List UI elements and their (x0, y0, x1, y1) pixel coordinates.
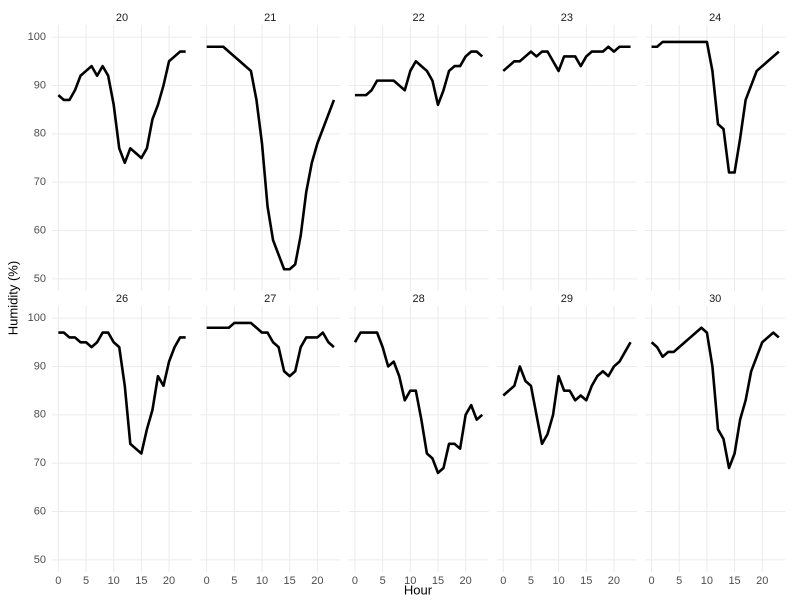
x-tick-label: 5 (83, 575, 89, 587)
x-tick-label: 10 (552, 575, 564, 587)
x-tick-label: 20 (756, 575, 768, 587)
facet-label: 24 (709, 12, 721, 24)
x-tick-label: 20 (163, 575, 175, 587)
facet-label: 29 (561, 293, 573, 305)
x-tick-label: 5 (231, 575, 237, 587)
x-tick-label: 15 (135, 575, 147, 587)
x-tick-label: 5 (528, 575, 534, 587)
line (353, 331, 484, 475)
y-tick-label: 90 (34, 360, 46, 372)
facet-label: 20 (116, 12, 128, 24)
x-tick-label: 20 (608, 575, 620, 587)
line (354, 50, 484, 107)
x-tick-label: 15 (284, 575, 296, 587)
line (206, 321, 335, 378)
y-axis-title: Humidity (%) (5, 261, 20, 335)
x-tick-label: 5 (380, 575, 386, 587)
x-tick-label: 0 (500, 575, 506, 587)
y-tick-label: 100 (28, 31, 46, 43)
line (502, 45, 631, 73)
facet-label: 27 (264, 293, 276, 305)
facet-label: 23 (561, 12, 573, 24)
facet-label: 22 (412, 12, 424, 24)
facet-label: 30 (709, 293, 721, 305)
x-tick-label: 5 (676, 575, 682, 587)
line (57, 50, 186, 165)
line (650, 326, 780, 470)
y-tick-label: 50 (34, 554, 46, 566)
y-tick-label: 90 (34, 79, 46, 91)
y-tick-label: 70 (34, 457, 46, 469)
x-tick-label: 10 (108, 575, 120, 587)
line (206, 45, 336, 271)
x-tick-label: 10 (701, 575, 713, 587)
x-tick-label: 0 (204, 575, 210, 587)
x-tick-label: 20 (311, 575, 323, 587)
y-tick-label: 70 (34, 176, 46, 188)
x-tick-label: 0 (352, 575, 358, 587)
x-tick-label: 15 (580, 575, 592, 587)
y-tick-label: 100 (28, 312, 46, 324)
x-tick-label: 15 (432, 575, 444, 587)
x-tick-label: 0 (55, 575, 61, 587)
y-tick-label: 50 (34, 273, 46, 285)
x-tick-label: 0 (649, 575, 655, 587)
y-tick-label: 60 (34, 505, 46, 517)
facet-label: 28 (412, 293, 424, 305)
facet-label: 26 (116, 293, 128, 305)
y-tick-label: 80 (34, 409, 46, 421)
line (502, 341, 632, 446)
x-tick-label: 10 (256, 575, 268, 587)
x-tick-label: 10 (404, 575, 416, 587)
x-tick-label: 20 (460, 575, 472, 587)
line (651, 40, 780, 174)
y-tick-label: 80 (34, 128, 46, 140)
line (58, 331, 186, 455)
y-tick-label: 60 (34, 224, 46, 236)
x-tick-label: 15 (728, 575, 740, 587)
x-axis-title: Hour (404, 582, 433, 597)
facet-label: 21 (264, 12, 276, 24)
